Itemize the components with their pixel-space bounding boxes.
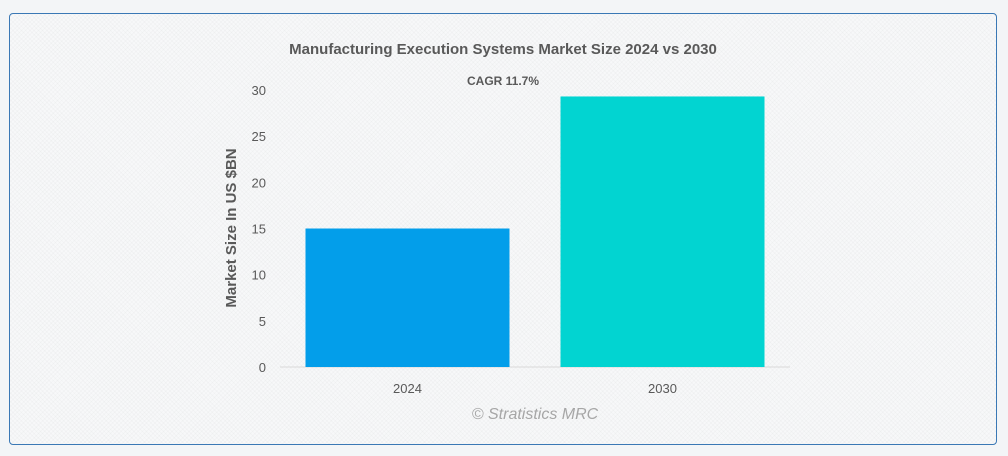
- bars: [305, 96, 765, 368]
- bar-2024: [305, 228, 510, 367]
- y-tick-label: 25: [252, 129, 266, 144]
- y-tick-label: 5: [259, 314, 266, 329]
- watermark: © Stratistics MRC: [472, 406, 599, 423]
- y-tick-label: 15: [252, 222, 266, 237]
- y-axis-ticks: 0 5 10 15 20 25 30: [252, 83, 266, 375]
- y-tick-label: 0: [259, 360, 266, 375]
- x-tick-label: 2024: [393, 381, 422, 396]
- y-axis-label: Market Size In US $BN: [223, 148, 240, 307]
- y-tick-label: 10: [252, 268, 266, 283]
- y-tick-label: 30: [252, 83, 266, 98]
- x-axis-ticks: 2024 2030: [393, 381, 677, 396]
- chart-title: Manufacturing Execution Systems Market S…: [289, 41, 717, 58]
- x-tick-label: 2030: [648, 381, 677, 396]
- y-tick-label: 20: [252, 175, 266, 190]
- cagr-annotation: CAGR 11.7%: [467, 74, 539, 88]
- bar-2030: [560, 96, 765, 368]
